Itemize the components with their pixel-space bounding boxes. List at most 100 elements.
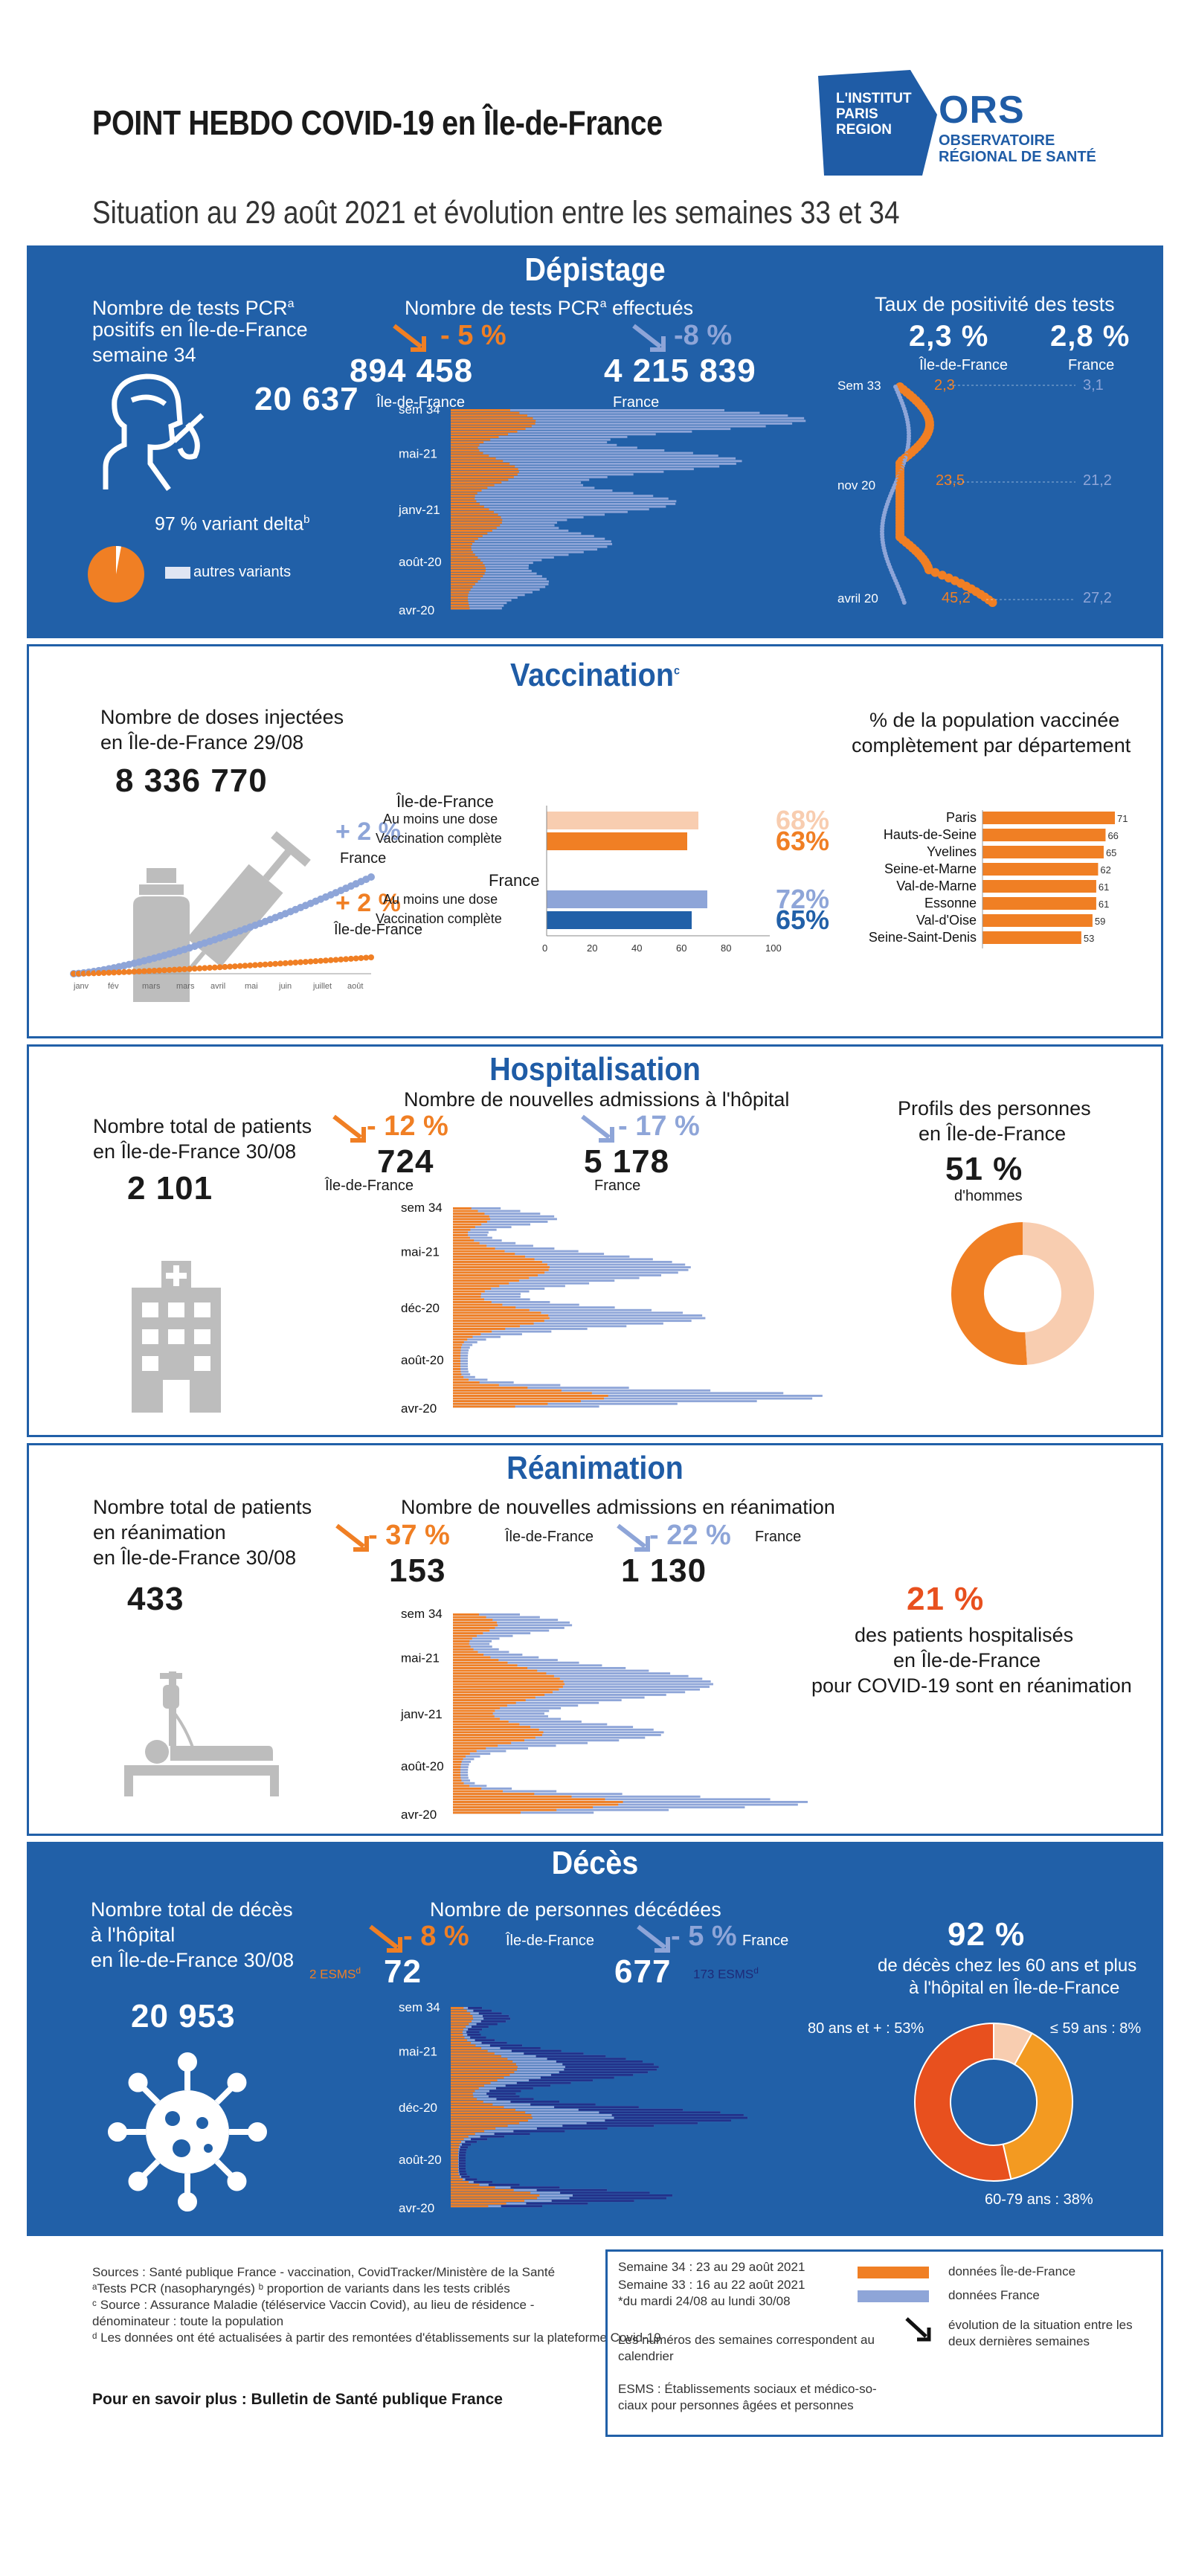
- dept-value: 61: [1099, 899, 1109, 910]
- france-bar: [453, 1282, 590, 1285]
- france-bar: [451, 484, 584, 486]
- taux-value-label: 45,2: [942, 590, 971, 606]
- france-bar: [451, 524, 555, 527]
- vac-bar-value: 63%: [776, 826, 829, 856]
- idf-bar: [453, 1616, 486, 1619]
- taux-tick: nov 20: [837, 478, 875, 492]
- esms-bar: [462, 2143, 472, 2146]
- idf-bar: [451, 2151, 459, 2154]
- idf-dose-point: [171, 966, 178, 973]
- idf-bar: [453, 1715, 495, 1718]
- esms-bar: [611, 2114, 744, 2116]
- hosp-fr-down-arrow-icon: [581, 1114, 614, 1143]
- virus-spike-tip: [108, 2122, 127, 2142]
- hosp-idf-label: Île-de-France: [325, 1178, 414, 1194]
- variant-pie: [88, 545, 144, 603]
- esms-bar: [471, 2026, 489, 2029]
- idf-bar: [453, 1405, 515, 1408]
- tick-label: août-20: [401, 1759, 444, 1773]
- virus-spike-tip: [227, 2171, 247, 2191]
- france-bar: [453, 1384, 561, 1387]
- idf-bar: [451, 441, 484, 444]
- esms-bar: [466, 2031, 480, 2034]
- vac-bar: [547, 812, 698, 829]
- france-bar: [453, 1210, 521, 1212]
- france-bar: [453, 1701, 599, 1704]
- idf-bar: [451, 2175, 460, 2178]
- esms-bar: [461, 2175, 470, 2178]
- more-info-link[interactable]: Pour en savoir plus : Bulletin de Santé …: [92, 2391, 503, 2408]
- france-bar: [451, 443, 617, 446]
- esms-bar: [465, 2141, 477, 2143]
- idf-bar: [451, 550, 473, 553]
- idf-bar: [453, 1320, 544, 1323]
- idf-bar: [453, 1279, 519, 1282]
- idf-bar: [453, 1768, 461, 1771]
- numbers-note: Les numéros des semaines correspondent a…: [618, 2333, 875, 2363]
- dept-value: 71: [1117, 813, 1128, 824]
- france-bar: [453, 1395, 823, 1397]
- idf-bar: [451, 411, 520, 414]
- idf-bar: [451, 489, 482, 492]
- france-bar: [453, 1325, 627, 1328]
- france-bar: [453, 1632, 531, 1635]
- france-bar: [453, 1314, 703, 1317]
- idf-bar: [451, 2173, 459, 2176]
- legend-arrow-icon: [905, 2317, 931, 2342]
- idf-dose-point: [347, 955, 354, 962]
- idf-bar: [451, 2168, 459, 2170]
- france-bar: [453, 1290, 530, 1293]
- esms-bar: [459, 2165, 466, 2168]
- idf-bar: [453, 1712, 493, 1715]
- tick-label: mai-21: [399, 2044, 437, 2058]
- france-bar: [451, 2068, 657, 2071]
- idf-dose-point: [181, 966, 188, 972]
- idf-dose-point: [332, 957, 339, 963]
- france-bar: [451, 2012, 502, 2015]
- france-bar: [453, 1349, 469, 1352]
- idf-bar: [451, 2061, 513, 2063]
- idf-bar: [451, 2188, 514, 2191]
- france-bar: [453, 1661, 579, 1664]
- deces-title: Décès: [551, 1845, 639, 1881]
- esms-bar: [551, 2200, 634, 2203]
- france-bar: [451, 414, 788, 417]
- esms-bar: [480, 2135, 505, 2138]
- idf-bar: [451, 2081, 491, 2084]
- idf-bar: [453, 1667, 528, 1669]
- positifs-label-3: semaine 34: [92, 344, 196, 366]
- france-bar: [453, 1375, 475, 1378]
- idf-bar: [453, 1680, 564, 1683]
- tick-label: avr-20: [401, 1808, 437, 1822]
- france-bar: [453, 1709, 550, 1712]
- institut-logo-text: L'INSTITUT PARIS REGION: [836, 91, 912, 138]
- idf-bar: [451, 2108, 516, 2111]
- idf-dose-point: [126, 969, 132, 975]
- idf-dose-point: [231, 963, 238, 970]
- sem33-label: Semaine 33 : 16 au 22 août 2021: [618, 2278, 805, 2292]
- france-bar: [451, 543, 613, 545]
- idf-bar: [453, 1750, 477, 1753]
- tick-label: sem 34: [399, 2000, 440, 2014]
- idf-bar: [451, 2146, 459, 2149]
- france-bar: [453, 1774, 469, 1776]
- tests-idf-label: Île-de-France: [376, 394, 465, 411]
- idf-dose-point: [227, 963, 234, 970]
- esms-bar: [540, 2076, 614, 2079]
- page-title: POINT HEBDO COVID-19 en Île-de-France: [92, 103, 663, 142]
- idf-bar: [453, 1669, 538, 1672]
- bars-idf-title: Île-de-France: [396, 792, 494, 811]
- esms-bar: [470, 2036, 486, 2039]
- idf-dose-point: [161, 967, 168, 974]
- france-bar: [453, 1771, 469, 1774]
- idf-dose-point: [207, 965, 213, 971]
- esms-bar: [513, 2130, 565, 2133]
- idf-bar: [451, 2170, 459, 2173]
- france-bar: [453, 1381, 514, 1384]
- idf-bar: [453, 1774, 461, 1776]
- france-bar: [453, 1637, 500, 1640]
- idf-bar: [451, 607, 470, 610]
- idf-bar: [451, 2009, 467, 2012]
- france-bar: [451, 2087, 533, 2090]
- esms-bar: [467, 2034, 481, 2036]
